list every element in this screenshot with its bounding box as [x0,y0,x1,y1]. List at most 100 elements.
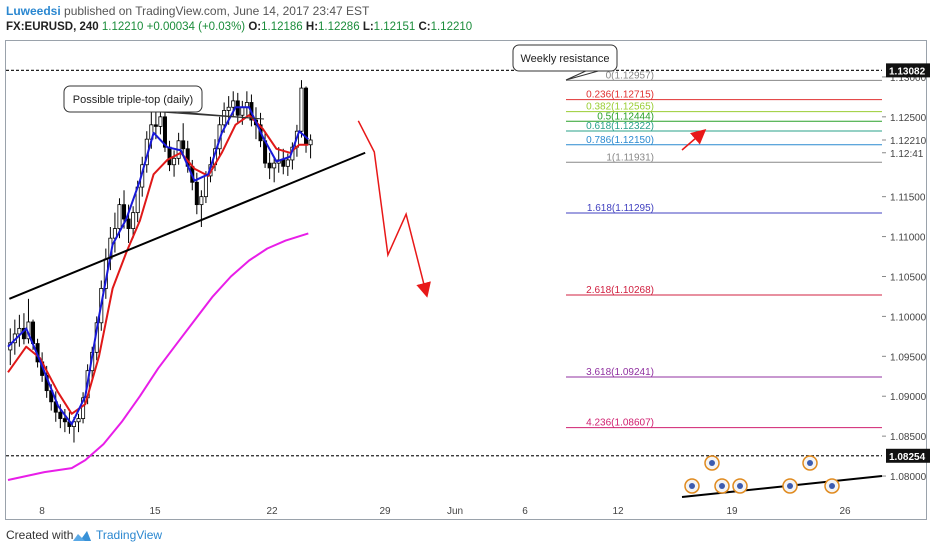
candle [17,314,22,347]
triple-top-callout-box [63,85,203,113]
chart-header: Luweedsi published on TradingView.com, J… [0,0,932,40]
economic-event-dot-icon [787,483,793,489]
y-tick-label: 1.10500 [890,272,927,283]
event-baseline [681,475,883,498]
x-tick-label: 15 [149,506,161,517]
candle-body [58,411,63,419]
y-tick-label: 1.08000 [890,472,927,483]
candle-body [281,159,286,167]
y-tick-label: 1.11000 [890,233,926,244]
candle [281,148,286,175]
economic-event-dot-icon [829,483,835,489]
candle-body [240,106,245,116]
symbol-label[interactable]: FX:EURUSD, 240 [6,21,99,33]
candle [181,123,186,156]
candle-body [126,218,131,229]
open-label: O: [248,21,262,33]
last-price: 1.12210 [101,21,144,33]
y-tick-label: 1.12500 [890,113,927,124]
candle [267,152,272,180]
fib-level-label: 1.618(1.11295) [587,203,654,214]
candle-body [81,397,86,419]
fib-level-label: 0.618(1.12322) [586,121,654,132]
tradingview-logo-icon [73,531,91,541]
economic-event-dot-icon [719,483,725,489]
symbol-info: FX:EURUSD, 240 1.12210 +0.00034 (+0.03%)… [6,21,472,33]
candle-body [199,196,204,206]
candle [304,86,309,153]
candle [272,158,277,183]
weekly-resistance-callout-tail [565,70,599,81]
price-change: +0.00034 (+0.03%) [146,21,246,33]
ema-slow-line [7,114,309,415]
x-tick-label: 19 [726,506,738,517]
price-badge-label: 1.08254 [889,452,926,463]
ascending-trendline [8,151,366,300]
candle-body [285,159,290,167]
fib-level-label: 2.618(1.10268) [586,285,654,296]
y-tick-label: 1.11500 [890,193,926,204]
x-tick-label: 29 [379,506,391,517]
weekly-resistance-callout-text: Weekly resistance [520,53,609,65]
candle [62,408,67,433]
x-tick-label: 12 [612,506,624,517]
candle-body [167,146,172,166]
candle-body [203,175,208,198]
fib-level-label: 0.5(1.12444) [597,111,654,122]
y-tick-label: 1.12:41 [890,149,924,160]
price-badge-label: 1.13082 [889,66,926,77]
candle-body [267,162,272,169]
candle [76,413,81,433]
publish-info: Luweedsi published on TradingView.com, J… [6,4,369,18]
economic-event-dot-icon [709,460,715,466]
high-value: 1.12286 [318,21,360,33]
candle [81,392,86,424]
candle-body [122,204,127,220]
fib-level-label: 0(1.12957) [606,70,654,81]
candle-body [181,140,186,150]
author-link[interactable]: Luweedsi [6,4,61,18]
economic-event-dot-icon [689,483,695,489]
candle [263,131,268,168]
y-tick-label: 1.08500 [890,432,927,443]
y-tick-label: 1.09000 [890,392,927,403]
candle-body [162,116,167,148]
low-value: 1.12151 [373,21,416,33]
close-label: C: [418,21,431,33]
sma-long-line [7,232,309,481]
candle-body [172,157,177,166]
x-tick-label: 26 [839,506,851,517]
candle-body [231,100,236,108]
candle-body [299,87,304,132]
projection-arrow [681,129,707,151]
y-tick-label: 1.09500 [890,352,927,363]
y-tick-label: 1.10000 [890,312,927,323]
footer: Created with TradingView [0,522,932,550]
tradingview-brand[interactable]: TradingView [96,528,163,542]
price-badge-bg [886,448,930,463]
chart-frame [5,40,927,520]
candle-body [131,212,136,229]
candle [299,80,304,138]
close-value: 1.12210 [430,21,473,33]
candle-body [226,106,231,111]
x-tick-label: Jun [447,506,463,517]
candle [12,319,17,355]
candle-body [272,162,277,169]
x-tick-label: 8 [39,506,45,517]
fib-level-label: 4.236(1.08607) [586,418,654,429]
x-tick-label: 6 [522,506,528,517]
fib-level-label: 0.786(1.12150) [586,135,654,146]
price-badge-bg [886,63,930,78]
projection-path [357,120,431,298]
created-with-text: Created with [6,528,74,542]
candle-body [222,110,227,126]
candle-body [194,181,199,206]
weekly-resistance-callout-box [512,44,618,72]
triple-top-callout-text: Possible triple-top (daily) [73,94,193,106]
fib-level-label: 1(1.11931) [606,152,654,163]
economic-event-dot-icon [807,460,813,466]
candle-body [153,124,158,127]
economic-event-dot-icon [737,483,743,489]
